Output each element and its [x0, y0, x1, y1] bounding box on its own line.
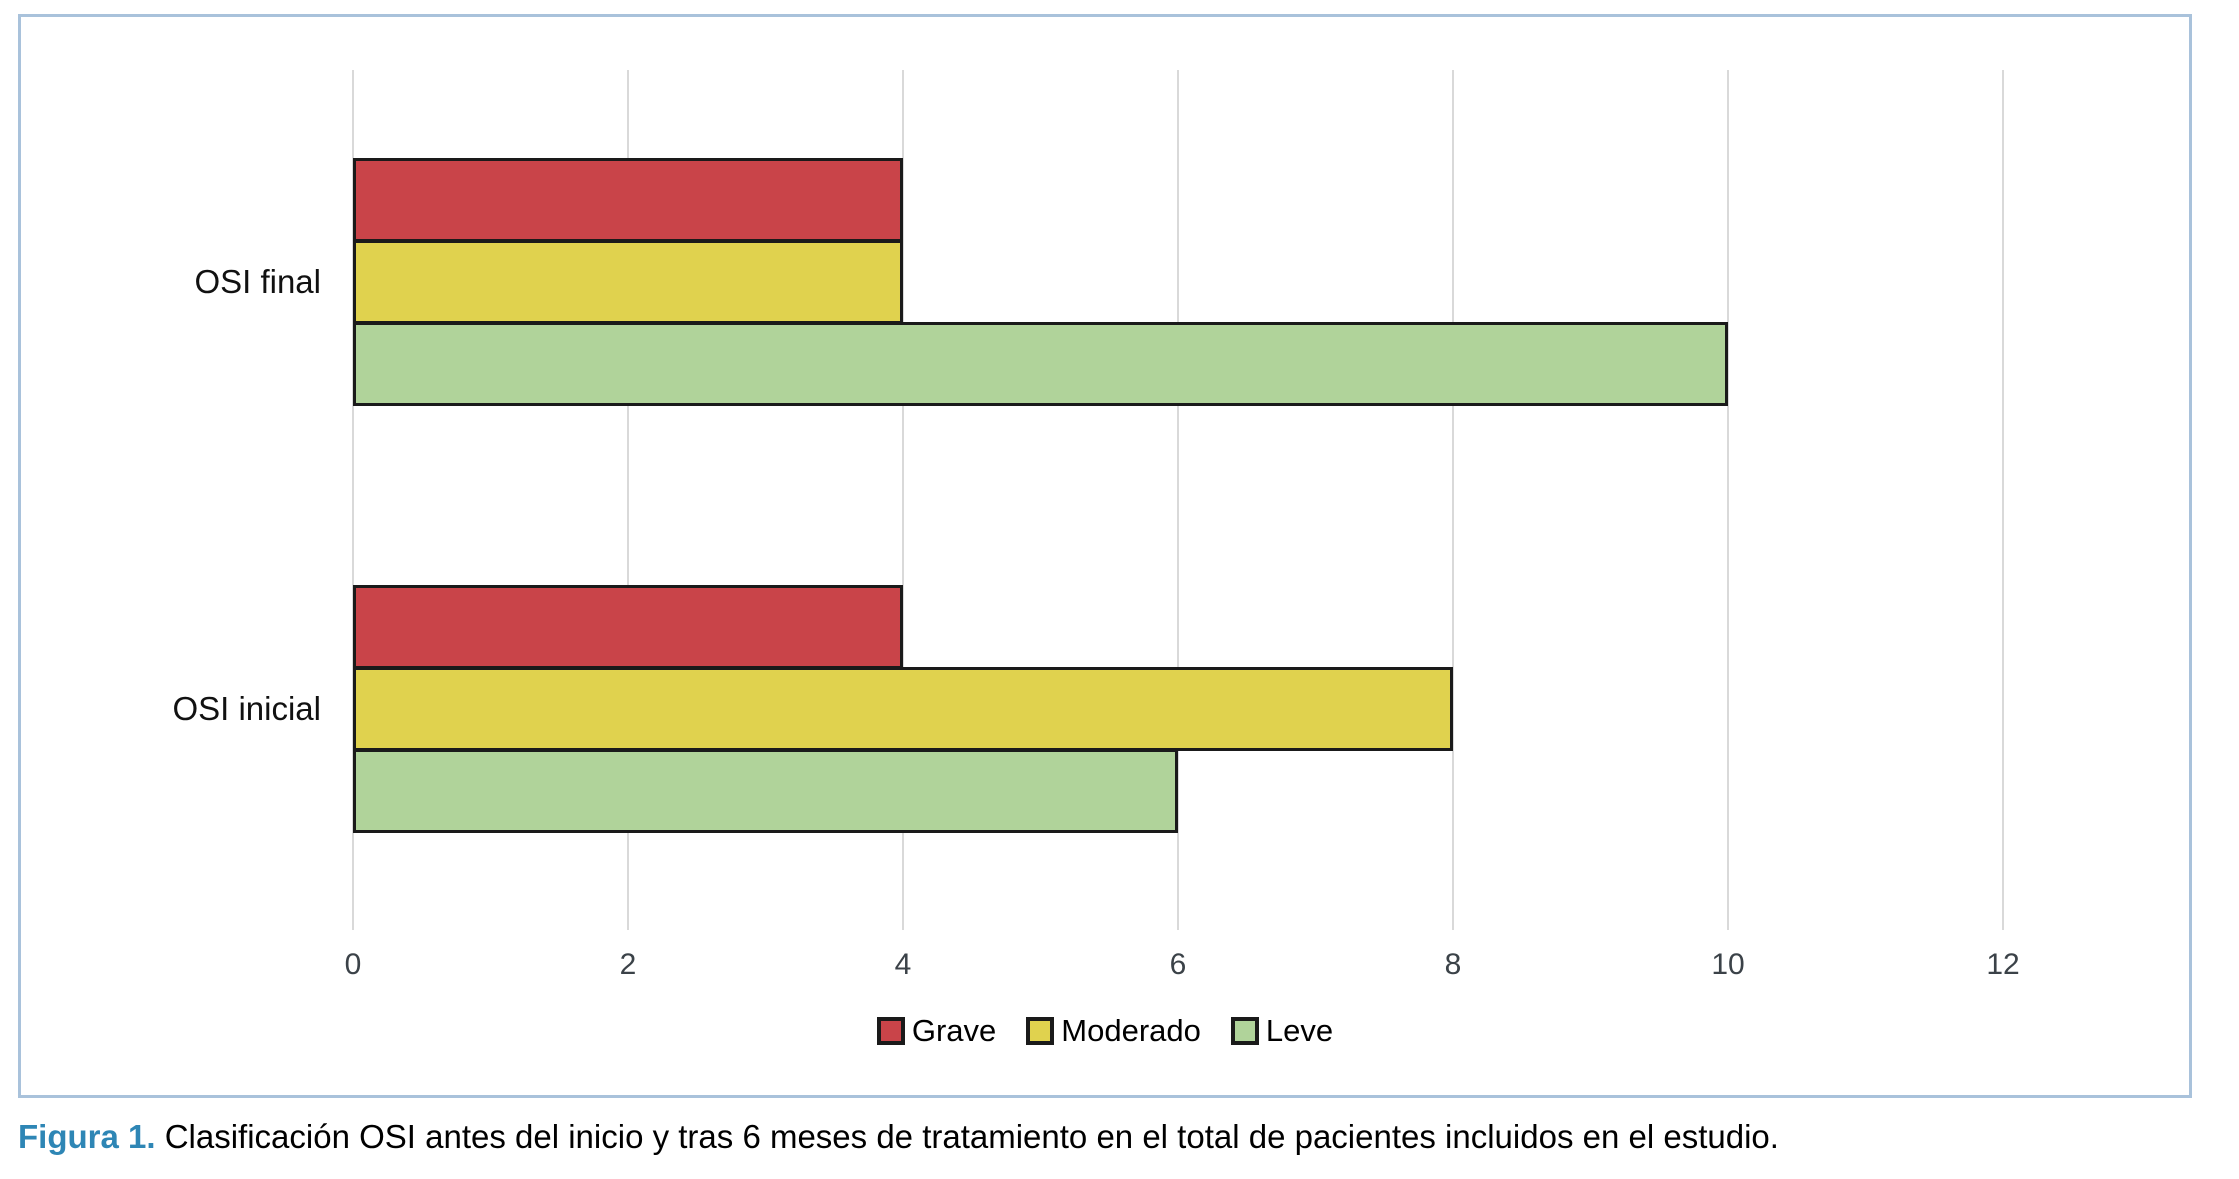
- category-label-osi-inicial: OSI inicial: [172, 690, 321, 727]
- gridline-x-6: [1177, 70, 1179, 930]
- chart-card: 0 2 4 6 8 10 12 OSI final OSI inicial Grave Moder…: [18, 14, 2192, 1098]
- x-tick-label-8: 8: [1444, 948, 1462, 981]
- bar-osi-inicial-leve: [353, 749, 1178, 833]
- bar-osi-final-leve: [353, 322, 1728, 406]
- figure-caption-label: Figura 1.: [18, 1118, 156, 1155]
- x-tick-label-2: 2: [619, 948, 637, 981]
- gridline-x-2: [627, 70, 629, 930]
- figure-caption: Figura 1. Clasificación OSI antes del in…: [18, 1118, 2218, 1156]
- gridline-x-0: [352, 70, 354, 930]
- x-tick-label-10: 10: [1711, 948, 1745, 981]
- legend-item-leve: Leve: [1230, 1013, 1334, 1049]
- legend-item-moderado: Moderado: [1026, 1013, 1201, 1049]
- legend-label-leve: Leve: [1265, 1013, 1334, 1048]
- legend-swatch-leve: [1230, 1017, 1259, 1045]
- x-tick-label-6: 6: [1169, 948, 1187, 981]
- bar-osi-inicial-moderado: [353, 667, 1453, 751]
- plot-area: 0 2 4 6 8 10 12 OSI final OSI inicial: [21, 17, 2189, 1095]
- legend-item-grave: Grave: [876, 1013, 997, 1049]
- bar-osi-final-moderado: [353, 240, 903, 324]
- gridline-x-8: [1452, 70, 1454, 930]
- x-tick-label-12: 12: [1986, 948, 2020, 981]
- legend: Grave Moderado Leve: [21, 1013, 2189, 1049]
- figure-caption-text: Clasificación OSI antes del inicio y tra…: [164, 1118, 1779, 1155]
- gridline-x-10: [1727, 70, 1729, 930]
- bar-osi-final-grave: [353, 158, 903, 242]
- x-tick-label-4: 4: [894, 948, 912, 981]
- x-tick-label-0: 0: [344, 948, 362, 981]
- bar-osi-inicial-grave: [353, 585, 903, 669]
- legend-swatch-moderado: [1026, 1017, 1055, 1045]
- legend-label-moderado: Moderado: [1061, 1013, 1201, 1048]
- legend-label-grave: Grave: [911, 1013, 997, 1048]
- gridline-x-12: [2002, 70, 2004, 930]
- gridline-x-4: [902, 70, 904, 930]
- category-label-osi-final: OSI final: [194, 263, 321, 300]
- legend-swatch-grave: [876, 1017, 905, 1045]
